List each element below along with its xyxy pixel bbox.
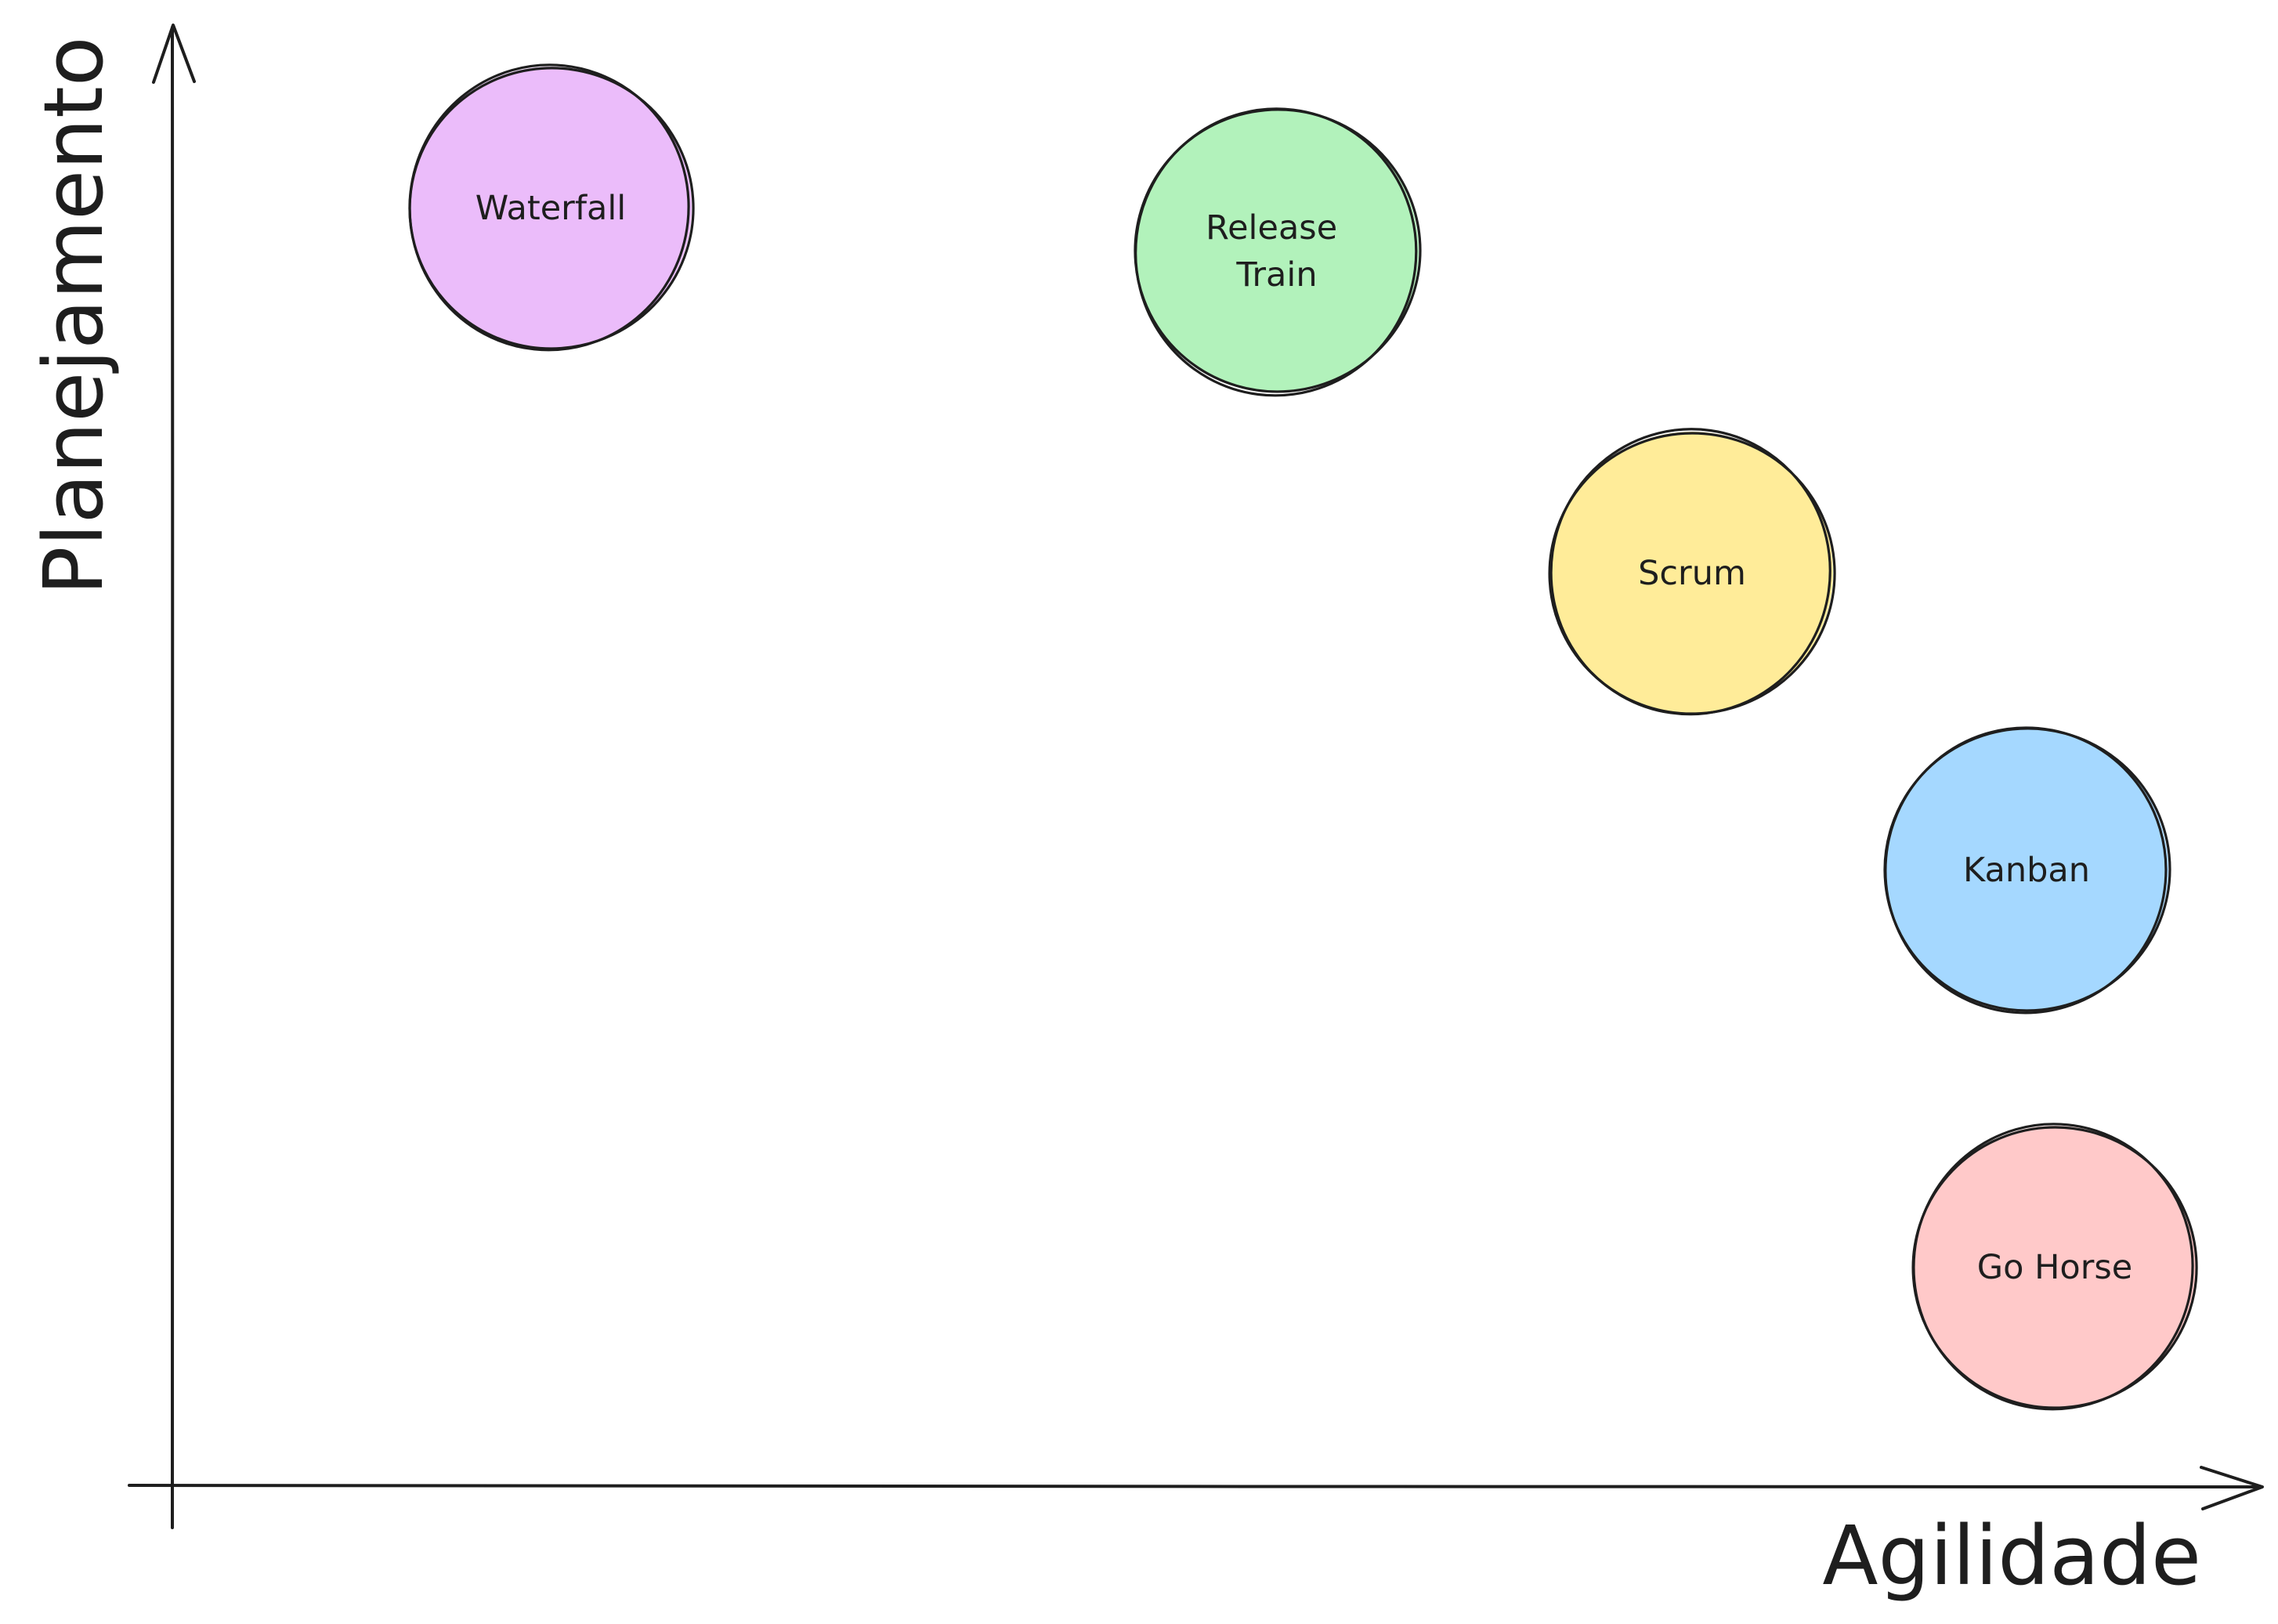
y-axis <box>154 25 194 1528</box>
x-axis <box>129 1467 2262 1509</box>
y-axis-line <box>172 27 173 1528</box>
bubble-waterfall[interactable]: Waterfall <box>396 51 703 364</box>
bubble-scrum[interactable]: Scrum <box>1533 411 1849 732</box>
bubble-go-horse[interactable]: Go Horse <box>1900 1110 2207 1423</box>
bubble-go-horse-label: Go Horse <box>1977 1248 2132 1287</box>
x-axis-label: Agilidade <box>1822 1508 2201 1604</box>
bubble-release-train[interactable]: Release Train <box>1119 92 1433 411</box>
x-axis-line <box>129 1485 2260 1487</box>
method-bubbles: Waterfall Release Train Scrum <box>396 51 2207 1423</box>
bubble-kanban-label: Kanban <box>1963 851 2090 890</box>
y-axis-label: Planejamento <box>26 37 121 595</box>
bubble-scrum-label: Scrum <box>1638 554 1746 593</box>
bubble-kanban[interactable]: Kanban <box>1871 714 2184 1025</box>
bubble-waterfall-label: Waterfall <box>475 189 627 228</box>
